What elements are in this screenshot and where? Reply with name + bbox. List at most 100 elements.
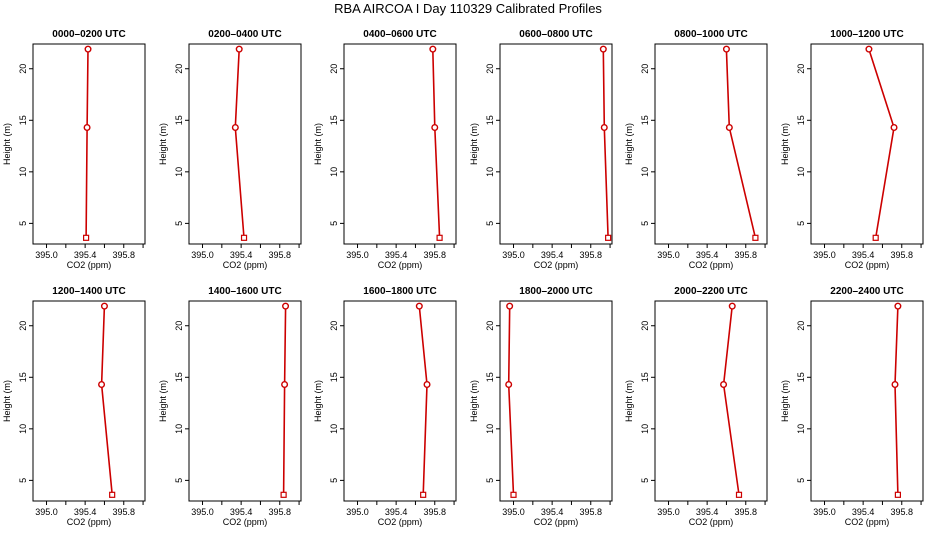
y-tick-label: 5 [329, 221, 339, 226]
panel-title: 2000–2200 UTC [674, 286, 747, 297]
x-axis-label: CO2 (ppm) [689, 517, 734, 527]
data-point [83, 234, 90, 241]
x-axis-label: CO2 (ppm) [223, 260, 268, 270]
x-tick-label: 395.0 [657, 250, 680, 260]
data-point [872, 234, 879, 241]
profile-panel: 0400–0600 UTC 395.0 395.4 395.8 5 10 15 20 CO2 (… [313, 29, 457, 270]
plot-frame [343, 43, 457, 245]
figure-title: RBA AIRCOA I Day 110329 Calibrated Profi… [334, 1, 602, 16]
profile-panel: 2000–2200 UTC 395.0 395.4 395.8 5 10 15 20 CO2 (… [624, 286, 768, 527]
x-tick-label: 395.8 [890, 250, 913, 260]
data-point [281, 381, 289, 389]
data-point [722, 45, 730, 53]
data-point [423, 381, 431, 389]
x-tick-label: 395.4 [541, 250, 564, 260]
y-tick-label: 5 [796, 221, 806, 226]
y-tick-label: 15 [18, 115, 28, 125]
y-tick-label: 5 [640, 221, 650, 226]
profile-line [100, 306, 113, 495]
y-tick-label: 15 [329, 115, 339, 125]
y-tick-label: 15 [485, 115, 495, 125]
y-tick-label: 5 [174, 221, 184, 226]
panel-title: 0200–0400 UTC [208, 29, 281, 40]
panel-title: 1800–2000 UTC [519, 286, 592, 297]
profile-line [868, 48, 895, 238]
data-point [728, 302, 736, 310]
x-tick-label: 395.0 [35, 250, 58, 260]
y-tick-label: 20 [485, 64, 495, 74]
y-axis-label: Height (m) [469, 123, 479, 165]
y-tick-label: 15 [796, 115, 806, 125]
x-tick-label: 395.0 [502, 250, 525, 260]
x-tick-label: 395.4 [696, 507, 719, 517]
profile-panel: 0800–1000 UTC 395.0 395.4 395.8 5 10 15 20 CO2 (… [624, 29, 768, 270]
x-tick-label: 395.8 [734, 507, 757, 517]
data-point [231, 124, 239, 132]
x-axis-label: CO2 (ppm) [223, 517, 268, 527]
x-axis-label: CO2 (ppm) [378, 260, 423, 270]
y-tick-label: 10 [796, 167, 806, 177]
x-axis-label: CO2 (ppm) [845, 260, 890, 270]
x-tick-label: 395.4 [230, 250, 253, 260]
profile-panel: 1000–1200 UTC 395.0 395.4 395.8 5 10 15 20 CO2 (… [780, 29, 924, 270]
panel-title: 1600–1800 UTC [363, 286, 436, 297]
data-point [83, 124, 91, 132]
y-tick-label: 15 [640, 372, 650, 382]
y-axis-label: Height (m) [2, 380, 12, 422]
plot-frame [188, 300, 302, 502]
plot-frame [32, 43, 146, 245]
y-tick-label: 10 [18, 424, 28, 434]
y-tick-label: 20 [18, 64, 28, 74]
x-tick-label: 395.4 [74, 507, 97, 517]
data-point [436, 234, 443, 241]
profile-panel: 2200–2400 UTC 395.0 395.4 395.8 5 10 15 20 CO2 (… [780, 286, 924, 527]
x-tick-label: 395.0 [346, 250, 369, 260]
y-axis-label: Height (m) [780, 380, 790, 422]
y-axis-label: Height (m) [313, 123, 323, 165]
data-point [109, 491, 116, 498]
y-tick-label: 15 [640, 115, 650, 125]
x-tick-label: 395.8 [579, 250, 602, 260]
y-tick-label: 15 [485, 372, 495, 382]
y-tick-label: 15 [18, 372, 28, 382]
y-tick-label: 5 [18, 221, 28, 226]
profile-line [894, 306, 899, 495]
panel-title: 1200–1400 UTC [52, 286, 125, 297]
x-axis-label: CO2 (ppm) [845, 517, 890, 527]
x-tick-label: 395.0 [813, 250, 836, 260]
data-point [600, 124, 608, 132]
profile-line [507, 306, 515, 495]
data-point [84, 45, 92, 53]
profile-panel: 0200–0400 UTC 395.0 395.4 395.8 5 10 15 20 CO2 (… [158, 29, 302, 270]
x-tick-label: 395.4 [74, 250, 97, 260]
data-point [280, 491, 287, 498]
data-point [505, 381, 513, 389]
panel-title: 2200–2400 UTC [830, 286, 903, 297]
profile-line [418, 306, 428, 495]
plot-frame [810, 43, 924, 245]
y-tick-label: 10 [174, 424, 184, 434]
y-tick-label: 5 [18, 478, 28, 483]
x-axis-label: CO2 (ppm) [689, 260, 734, 270]
profile-panel: 1800–2000 UTC 395.0 395.4 395.8 5 10 15 20 CO2 (… [469, 286, 613, 527]
profile-panel: 0600–0800 UTC 395.0 395.4 395.8 5 10 15 20 CO2 (… [469, 29, 613, 270]
x-tick-label: 395.8 [112, 250, 135, 260]
x-tick-label: 395.0 [813, 507, 836, 517]
data-point [605, 234, 612, 241]
x-tick-label: 395.8 [423, 250, 446, 260]
panel-title: 0000–0200 UTC [52, 29, 125, 40]
x-axis-label: CO2 (ppm) [378, 517, 423, 527]
y-tick-label: 10 [329, 424, 339, 434]
x-tick-label: 395.0 [191, 507, 214, 517]
x-tick-label: 395.4 [852, 250, 875, 260]
panel-title: 1400–1600 UTC [208, 286, 281, 297]
y-tick-label: 20 [640, 321, 650, 331]
profile-panel: 1400–1600 UTC 395.0 395.4 395.8 5 10 15 20 CO2 (… [158, 286, 302, 527]
data-point [735, 491, 743, 498]
x-tick-label: 395.4 [385, 250, 408, 260]
profile-line [234, 49, 245, 238]
y-tick-label: 15 [174, 372, 184, 382]
panel-title: 1000–1200 UTC [830, 29, 903, 40]
x-tick-label: 395.0 [502, 507, 525, 517]
